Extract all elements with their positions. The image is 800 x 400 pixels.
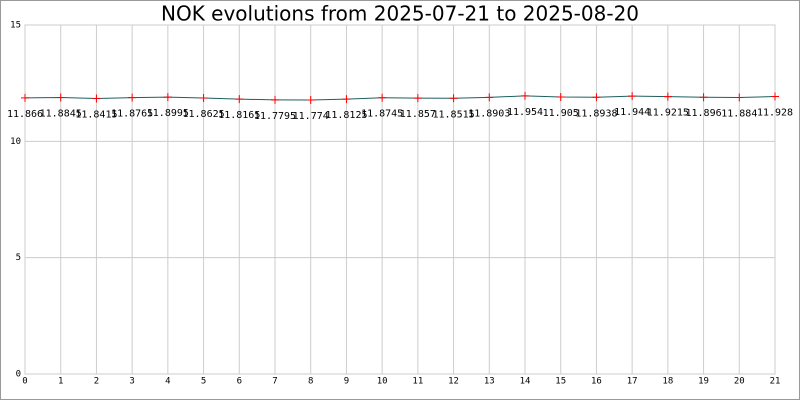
value-label: 11.7795 <box>254 111 296 122</box>
y-tick-label: 5 <box>16 253 21 263</box>
x-tick-label: 6 <box>237 377 242 387</box>
marker <box>199 93 208 102</box>
x-tick-label: 12 <box>448 377 459 387</box>
marker <box>92 94 101 103</box>
marker <box>592 93 601 102</box>
value-label: 11.8845 <box>40 108 82 119</box>
value-label: 11.8745 <box>361 109 403 120</box>
marker <box>342 95 351 104</box>
value-label: 11.8765 <box>111 109 153 120</box>
marker <box>699 93 708 102</box>
value-label: 11.954 <box>507 107 543 118</box>
x-tick-label: 0 <box>22 377 27 387</box>
marker <box>128 93 137 102</box>
value-label: 11.866 <box>7 109 43 120</box>
marker <box>163 93 172 102</box>
marker <box>271 95 279 104</box>
x-tick-label: 5 <box>201 377 206 387</box>
value-label: 11.8125 <box>325 110 367 121</box>
x-tick-label: 15 <box>555 377 566 387</box>
value-label: 11.928 <box>757 107 793 118</box>
marker <box>21 93 29 102</box>
x-tick-label: 20 <box>734 377 745 387</box>
x-tick-label: 4 <box>165 377 170 387</box>
x-tick-label: 10 <box>377 377 388 387</box>
x-tick-label: 17 <box>627 377 638 387</box>
x-tick-label: 21 <box>770 377 781 387</box>
chart-title: NOK evolutions from 2025-07-21 to 2025-0… <box>161 2 639 26</box>
marker <box>735 93 744 102</box>
marker <box>449 94 458 103</box>
value-label: 11.8415 <box>75 109 117 120</box>
marker <box>306 96 315 105</box>
x-tick-label: 3 <box>129 377 134 387</box>
x-tick-label: 19 <box>698 377 709 387</box>
value-label: 11.896 <box>686 108 722 119</box>
value-label: 11.9215 <box>647 108 689 119</box>
marker <box>628 92 637 101</box>
x-tick-label: 14 <box>520 377 531 387</box>
value-label: 11.8995 <box>147 108 189 119</box>
x-tick-label: 7 <box>272 377 277 387</box>
marker <box>56 93 65 102</box>
x-tick-label: 18 <box>662 377 673 387</box>
value-label: 11.905 <box>543 108 579 119</box>
plot-area <box>24 24 776 375</box>
marker <box>556 93 565 102</box>
value-label: 11.8165 <box>218 110 260 121</box>
value-label: 11.8515 <box>432 109 474 120</box>
value-label: 11.944 <box>614 107 650 118</box>
value-label: 11.884 <box>721 108 757 119</box>
marker <box>771 92 779 101</box>
value-label: 11.857 <box>400 109 436 120</box>
y-tick-label: 10 <box>10 137 21 147</box>
x-tick-label: 8 <box>308 377 313 387</box>
marker <box>663 92 672 101</box>
x-tick-label: 9 <box>344 377 349 387</box>
marker <box>413 94 422 103</box>
value-label: 11.8903 <box>468 108 510 119</box>
marker <box>521 91 529 100</box>
y-tick-label: 0 <box>16 370 21 380</box>
line <box>24 95 776 101</box>
x-tick-label: 16 <box>591 377 602 387</box>
value-label: 11.8938 <box>575 108 617 119</box>
marker <box>378 93 387 102</box>
value-label: 11.8625 <box>182 109 224 120</box>
x-tick-label: 11 <box>412 377 423 387</box>
y-tick-label: 15 <box>10 21 21 31</box>
x-tick-label: 13 <box>484 377 495 387</box>
marker <box>235 95 244 104</box>
x-tick-label: 2 <box>94 377 99 387</box>
value-label: 11.774 <box>293 111 329 122</box>
marker <box>485 93 494 102</box>
x-tick-label: 1 <box>58 377 63 387</box>
